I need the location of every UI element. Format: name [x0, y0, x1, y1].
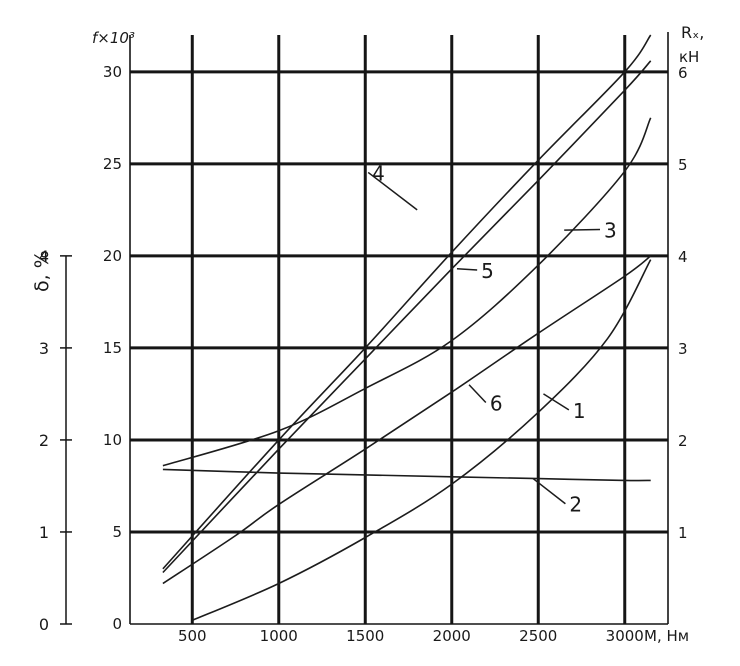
right-axis-label-line1: Rₓ,	[681, 23, 704, 42]
left-tick-label: 0	[112, 615, 122, 633]
delta-axis: 0 1 2 3 4	[39, 247, 72, 634]
right-tick-label: 1	[678, 524, 688, 542]
curve-label-leaders: 1 2 3 4 5 6	[367, 161, 617, 517]
x-tick-label: 1000	[260, 627, 298, 645]
x-tick-label: 2000	[433, 627, 471, 645]
delta-tick-label: 2	[39, 431, 49, 450]
curve-leader-3	[564, 228, 601, 231]
left-tick-label: 15	[103, 339, 122, 357]
curve-label-4: 4	[372, 161, 385, 185]
series-line-1	[191, 259, 652, 622]
x-tick-label: 2500	[519, 627, 557, 645]
curve-label-6: 6	[490, 391, 503, 415]
right-tick-label: 4	[678, 248, 688, 266]
right-axis-label-line2: кН	[679, 48, 699, 66]
left-axis-label: f×10³	[92, 29, 135, 47]
delta-tick-label: 3	[39, 339, 49, 358]
curve-leader-5	[456, 268, 478, 271]
curve-leader-1	[543, 393, 570, 411]
series-line-5	[162, 60, 652, 574]
delta-tick-label: 4	[39, 247, 49, 266]
delta-tick-label: 1	[39, 523, 49, 542]
x-axis-label: M, Нм	[644, 627, 689, 645]
series-line-4	[162, 34, 652, 570]
series-line-3	[162, 117, 652, 467]
tick-labels: 500 1000 1500 2000 2500 300005101520253012345…	[103, 63, 688, 645]
left-tick-label: 5	[112, 523, 122, 541]
series-lines	[162, 34, 652, 622]
curve-leader-6	[468, 384, 487, 404]
x-tick-label: 500	[178, 627, 207, 645]
x-tick-label: 3000	[606, 627, 644, 645]
left-tick-label: 25	[103, 155, 122, 173]
left-tick-label: 10	[103, 431, 122, 449]
series-line-6	[162, 255, 652, 585]
plot-frame	[129, 32, 669, 625]
series-line-2	[162, 468, 651, 482]
curve-label-1: 1	[573, 399, 586, 423]
left-tick-label: 20	[103, 247, 122, 265]
delta-tick-label: 0	[39, 615, 49, 634]
delta-axis-label: δ, %	[31, 250, 53, 292]
curve-leader-2	[532, 477, 566, 505]
curve-leader-4	[367, 171, 418, 211]
left-tick-label: 30	[103, 63, 122, 81]
x-tick-label: 1500	[346, 627, 384, 645]
right-tick-label: 5	[678, 156, 688, 174]
curve-label-2: 2	[569, 493, 582, 517]
right-tick-label: 3	[678, 340, 688, 358]
right-tick-label: 6	[678, 64, 688, 82]
curve-label-3: 3	[604, 218, 617, 242]
right-tick-label: 2	[678, 432, 688, 450]
grid	[130, 35, 668, 624]
curve-label-5: 5	[481, 259, 494, 283]
